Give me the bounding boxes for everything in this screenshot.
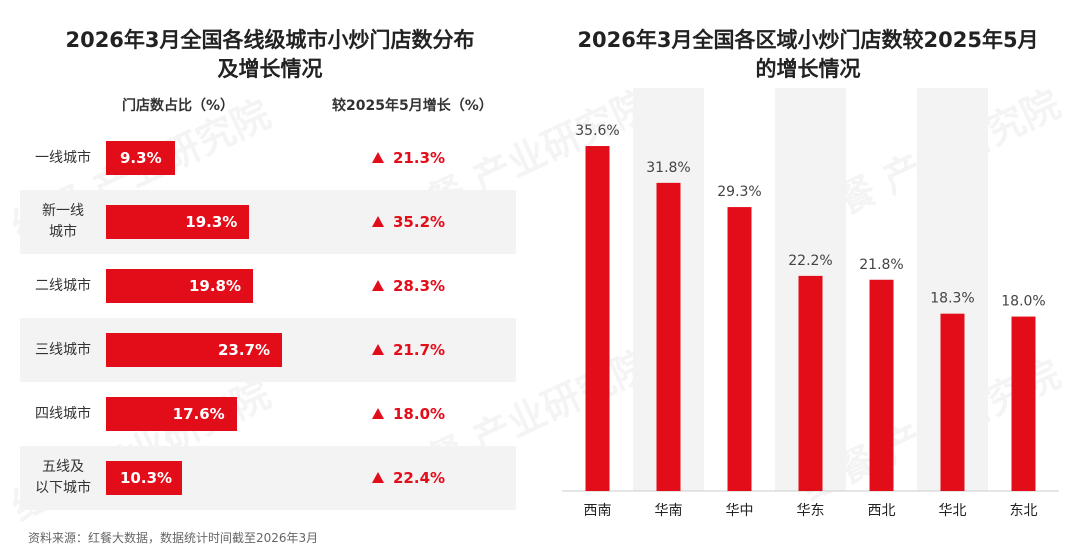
share-value-label: 19.8% <box>188 277 242 295</box>
left-chart-title-line1: 2026年3月全国各线级城市小炒门店数分布 <box>65 28 475 52</box>
category-label-line: 四线城市 <box>35 405 91 422</box>
region-value-label: 31.8% <box>646 160 690 176</box>
share-bar: 10.3% <box>106 461 183 495</box>
category-label-line: 城市 <box>49 224 77 240</box>
region-category-label: 东北 <box>1010 503 1038 519</box>
right-chart-title-line1: 2026年3月全国各区域小炒门店数较2025年5月 <box>577 28 1039 52</box>
row-background <box>20 446 516 510</box>
share-bar: 17.6% <box>106 397 237 431</box>
share-value-label: 19.3% <box>185 213 238 231</box>
region-bar <box>1011 316 1036 491</box>
row-background <box>20 190 516 254</box>
category-label: 新一线 城市 <box>20 201 106 243</box>
region-bar <box>727 207 752 491</box>
growth-value: 21.3% <box>372 148 445 168</box>
right-chart-title-line2: 的增长情况 <box>755 57 861 81</box>
region-bar <box>869 279 894 491</box>
region-category-label: 华北 <box>939 503 967 519</box>
share-value-label: 10.3% <box>120 469 173 487</box>
share-value-label: 9.3% <box>120 149 162 167</box>
region-value-label: 18.3% <box>930 291 974 307</box>
growth-value-label: 22.4% <box>393 469 446 487</box>
growth-value-label: 28.3% <box>393 277 446 295</box>
up-triangle-icon <box>372 152 384 163</box>
category-label-line: 以下城市 <box>35 480 91 496</box>
category-label-line: 五线及 <box>42 459 84 475</box>
region-value-label: 29.3% <box>717 184 761 200</box>
growth-value-label: 21.3% <box>393 149 446 167</box>
up-triangle-icon <box>372 216 384 227</box>
up-triangle-icon <box>372 280 384 291</box>
share-bar: 23.7% <box>106 333 282 367</box>
category-label: 四线城市 <box>20 404 106 425</box>
growth-value: 22.4% <box>372 468 445 488</box>
growth-column-header: 较2025年5月增长（%） <box>332 98 493 114</box>
region-bar <box>798 275 823 491</box>
category-label-line: 新一线 <box>42 203 84 219</box>
growth-value: 35.2% <box>372 212 445 232</box>
share-bar: 19.8% <box>106 269 254 303</box>
up-triangle-icon <box>372 344 384 355</box>
up-triangle-icon <box>372 408 384 419</box>
category-label-line: 二线城市 <box>35 277 91 294</box>
region-value-label: 18.0% <box>1001 294 1045 310</box>
growth-value-label: 18.0% <box>393 405 446 423</box>
growth-value: 28.3% <box>372 276 445 296</box>
source-note: 资料来源：红餐大数据，数据统计时间截至2026年3月 <box>28 531 319 545</box>
share-column-header: 门店数占比（%） <box>122 98 235 114</box>
region-bar <box>940 313 965 491</box>
region-bar <box>585 146 610 491</box>
category-label: 一线城市 <box>20 148 106 169</box>
growth-value-label: 35.2% <box>393 213 446 231</box>
share-bar: 9.3% <box>106 141 176 175</box>
region-category-label: 华南 <box>655 503 683 519</box>
share-bar: 19.3% <box>106 205 250 239</box>
region-value-label: 21.8% <box>859 257 903 273</box>
up-triangle-icon <box>372 472 384 483</box>
category-label: 五线及 以下城市 <box>20 457 106 499</box>
region-category-label: 西南 <box>584 503 612 519</box>
growth-value: 18.0% <box>372 404 445 424</box>
category-label: 三线城市 <box>20 340 106 361</box>
region-value-label: 35.6% <box>575 123 619 139</box>
category-label-line: 一线城市 <box>35 149 91 166</box>
left-chart-title: 2026年3月全国各线级城市小炒门店数分布 及增长情况 <box>20 26 520 84</box>
region-category-label: 西北 <box>868 503 896 519</box>
left-chart-title-line2: 及增长情况 <box>217 57 323 81</box>
region-value-label: 22.2% <box>788 253 832 269</box>
region-category-label: 华东 <box>797 503 825 519</box>
share-value-label: 23.7% <box>217 341 270 359</box>
region-growth-chart: 35.6% 西南 31.8% 华南 29.3% 华中 22.2% 华东 21.8% 西北 18.3%… <box>562 88 1059 519</box>
growth-value-label: 21.7% <box>393 341 446 359</box>
region-category-label: 华中 <box>726 503 754 519</box>
category-label: 二线城市 <box>20 276 106 297</box>
category-label-line: 三线城市 <box>35 341 91 358</box>
share-value-label: 17.6% <box>172 405 225 423</box>
right-chart-title: 2026年3月全国各区域小炒门店数较2025年5月 的增长情况 <box>548 26 1068 84</box>
growth-value: 21.7% <box>372 340 445 360</box>
region-bar <box>656 182 681 491</box>
